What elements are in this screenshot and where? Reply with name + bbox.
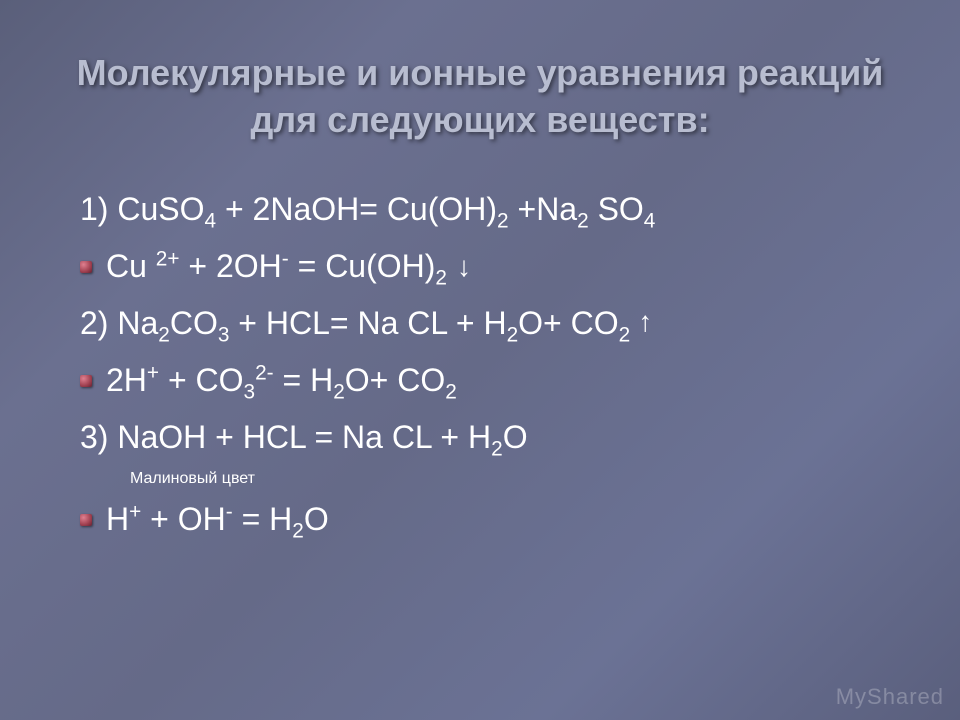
formula-text: 1) CuSO4 + 2NaOH= Cu(OH)2 +Na2 SO4 xyxy=(80,184,655,235)
slide-title: Молекулярные и ионные уравнения реакций … xyxy=(60,50,900,144)
precipitate-arrow-icon: ↓ xyxy=(457,245,471,290)
watermark: MyShared xyxy=(836,684,944,710)
equations-block: 1) CuSO4 + 2NaOH= Cu(OH)2 +Na2 SO4 Cu 2+… xyxy=(60,184,900,545)
bullet-icon xyxy=(80,375,92,387)
title-line-1: Молекулярные и ионные уравнения реакций xyxy=(77,52,884,93)
eq2-ionic: 2H+ + CO32- = H2O+ CO2 xyxy=(80,355,900,406)
gas-arrow-icon: ↑ xyxy=(638,300,652,345)
eq2-molecular: 2) Na2CO3 + HCL= Na CL + H2O+ CO2 ↑ xyxy=(80,298,900,349)
eq3-ionic: H+ + OH- = H2O xyxy=(80,494,900,545)
formula-text: H+ + OH- = H2O xyxy=(106,494,329,545)
formula-text: Cu 2+ + 2OH- = Cu(OH)2 ↓ xyxy=(106,241,447,292)
eq1-molecular: 1) CuSO4 + 2NaOH= Cu(OH)2 +Na2 SO4 xyxy=(80,184,900,235)
eq3-note: Малиновый цвет xyxy=(130,470,900,488)
bullet-icon xyxy=(80,261,92,273)
eq1-ionic: Cu 2+ + 2OH- = Cu(OH)2 ↓ xyxy=(80,241,900,292)
formula-text: 2H+ + CO32- = H2O+ CO2 xyxy=(106,355,457,406)
title-line-2: для следующих веществ: xyxy=(250,99,709,140)
formula-text: 2) Na2CO3 + HCL= Na CL + H2O+ CO2 ↑ xyxy=(80,298,630,349)
slide: Молекулярные и ионные уравнения реакций … xyxy=(0,0,960,720)
bullet-icon xyxy=(80,514,92,526)
eq3-molecular: 3) NaOH + HCL = Na CL + H2O xyxy=(80,412,900,463)
formula-text: 3) NaOH + HCL = Na CL + H2O xyxy=(80,412,528,463)
